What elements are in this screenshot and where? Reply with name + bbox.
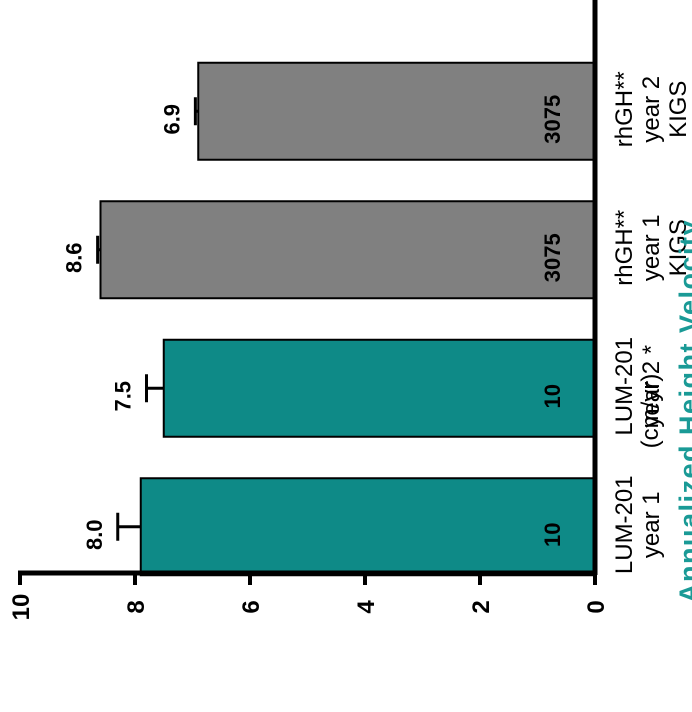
value-axis: 0 2 4 6 8 10 [8, 570, 610, 621]
category-label: KIGS [665, 81, 692, 138]
bar [139, 477, 596, 577]
value-tick-label: 10 [8, 594, 35, 621]
value-tick-label: 6 [238, 600, 265, 613]
n-label: 3075 [540, 233, 565, 282]
value-label: 6.9 [159, 104, 184, 135]
bar [162, 338, 596, 438]
category-label: year 1 [638, 491, 665, 558]
value-tick-label: 2 [468, 600, 495, 613]
value-tick-label: 8 [123, 600, 150, 613]
category-label: year 2 * [638, 345, 665, 428]
value-label: 7.5 [111, 381, 136, 412]
plot-area: 8.0 10 7.5 10 8.6 3075 6.9 3075 [62, 61, 596, 577]
value-axis-title: Annualized Height Velocity [674, 219, 692, 603]
value-tick-label: 0 [583, 600, 610, 613]
n-label: 10 [540, 384, 565, 408]
value-tick-label: 4 [353, 600, 380, 614]
category-label: KIGS [665, 219, 692, 276]
value-axis-unit: (cm/yr) [637, 374, 664, 449]
category-label: rhGH** [611, 71, 638, 147]
rotated-labels: Annualized Height Velocity (cm/yr) [637, 219, 692, 603]
category-label: year 2 [638, 76, 665, 143]
bar [99, 200, 596, 300]
n-label: 3075 [540, 95, 565, 144]
category-label: LUM-201 [611, 475, 638, 574]
category-label: LUM-201 [611, 337, 638, 436]
category-label: year 1 [638, 214, 665, 281]
bar [197, 61, 596, 161]
category-label: rhGH** [611, 210, 638, 286]
value-label: 8.6 [62, 242, 87, 273]
n-label: 10 [540, 523, 565, 547]
value-label: 8.0 [82, 519, 107, 550]
